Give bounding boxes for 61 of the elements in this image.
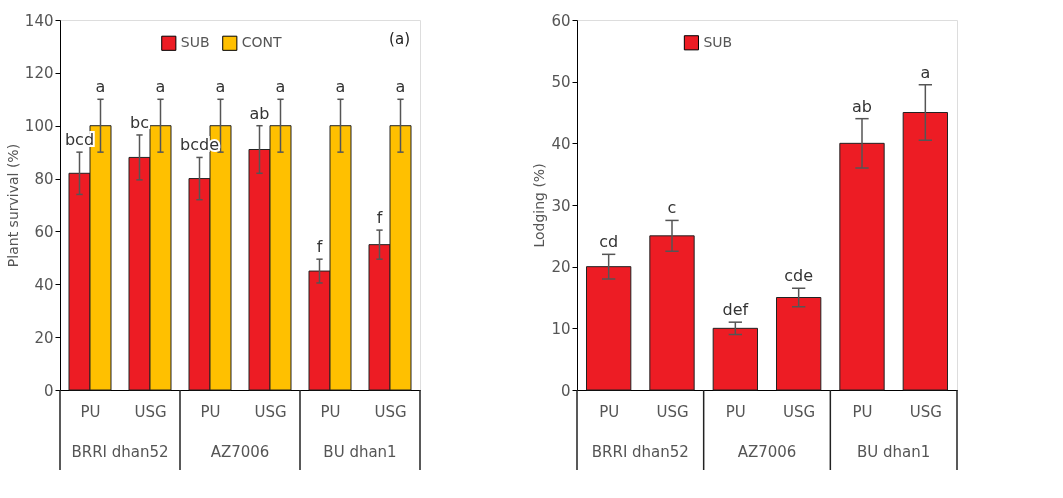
legend-label: CONT: [241, 34, 283, 51]
text: AZ7006: [737, 443, 797, 461]
data-label: a: [920, 62, 931, 82]
data-label: a: [95, 77, 106, 97]
data-label: def: [722, 300, 749, 320]
legend-label: SUB: [703, 33, 733, 50]
data-label: a: [395, 77, 406, 97]
x-tick-label: PU: [725, 402, 746, 421]
y-tick-label: 60: [551, 11, 571, 30]
y-tick-label: 40: [34, 275, 54, 294]
bar: [712, 327, 758, 391]
y-tick-label: 30: [551, 196, 571, 215]
y-tick-label: 100: [24, 117, 54, 136]
annotation: (a): [389, 30, 410, 48]
data-label: f: [316, 237, 323, 257]
text: BRRI dhan52: [591, 443, 689, 461]
x-tick-label: USG: [254, 402, 287, 421]
data-label: cde: [784, 266, 814, 286]
data-label: f: [376, 208, 383, 228]
text: BRRI dhan52: [71, 443, 169, 461]
bar: [586, 266, 632, 391]
x-tick-label: USG: [783, 402, 816, 421]
y-axis-title: Lodging (%): [531, 163, 548, 248]
bar: [902, 112, 948, 391]
data-label: a: [215, 77, 226, 97]
x-tick-label: USG: [134, 402, 167, 421]
x-tick-label: PU: [852, 402, 873, 421]
data-label: c: [667, 198, 677, 218]
x-tick-label: PU: [599, 402, 620, 421]
y-tick-label: 0: [560, 381, 571, 400]
data-label: ab: [249, 103, 270, 123]
y-tick-label: 20: [551, 258, 571, 277]
y-tick-label: 40: [551, 134, 571, 153]
x-tick-label: PU: [320, 402, 341, 421]
text: BU dhan1: [857, 443, 931, 461]
y-tick-label: 120: [24, 64, 54, 83]
data-label: a: [275, 77, 286, 97]
data-label: a: [335, 77, 346, 97]
x-tick-label: USG: [656, 402, 689, 421]
x-tick-label: USG: [909, 402, 942, 421]
data-label: bc: [130, 112, 149, 132]
y-axis-title: Plant survival (%): [4, 143, 21, 268]
bar: [839, 142, 885, 391]
x-tick-label: PU: [200, 402, 221, 421]
y-tick-label: 60: [34, 222, 54, 241]
data-label: a: [155, 77, 166, 97]
x-tick-label: USG: [374, 402, 407, 421]
bar: [649, 235, 695, 391]
y-tick-label: 140: [24, 11, 54, 30]
x-tick-label: PU: [80, 402, 101, 421]
bar: [776, 297, 822, 391]
y-tick-label: 10: [551, 319, 571, 338]
y-tick-label: 80: [34, 170, 54, 189]
text: BU dhan1: [323, 443, 397, 461]
y-tick-label: 50: [551, 73, 571, 92]
legend-label: SUB: [180, 34, 210, 51]
y-tick-label: 0: [43, 381, 54, 400]
data-label: ab: [852, 96, 872, 116]
y-tick-label: 20: [34, 328, 54, 347]
text: AZ7006: [210, 443, 270, 461]
data-label: cd: [599, 232, 619, 252]
